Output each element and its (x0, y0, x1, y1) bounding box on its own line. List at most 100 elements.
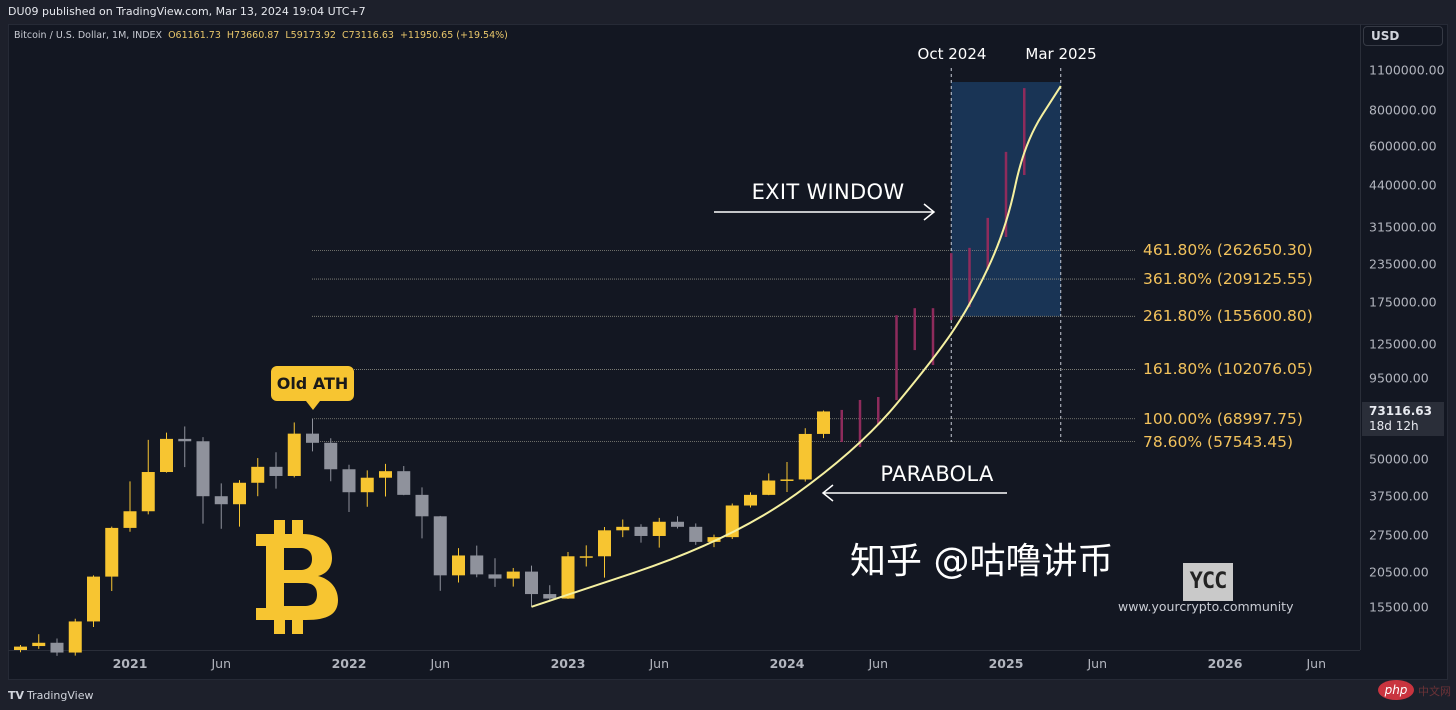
bar-countdown: 18d 12h (1369, 419, 1419, 433)
time-tick: Jun (649, 656, 670, 671)
price-tick: 20500.00 (1369, 564, 1429, 580)
parabola-arrow-icon (821, 484, 1007, 502)
last-price: 73116.63 (1369, 404, 1433, 418)
exit-window-arrow-icon (714, 203, 936, 221)
candle-body (543, 594, 557, 599)
candle-body (817, 411, 830, 434)
candle-body (433, 516, 447, 576)
price-tick: 800000.00 (1369, 102, 1437, 118)
candle-body (798, 433, 812, 480)
candle-body (251, 466, 265, 483)
ohlc-high: H73660.87 (226, 30, 280, 41)
tradingview-footer-label: TradingView (27, 689, 94, 702)
candle-body (470, 555, 484, 575)
candle-body (68, 621, 82, 653)
candle-body (397, 471, 411, 495)
candle-body (287, 433, 301, 476)
candle-body (652, 521, 666, 536)
candle-body (123, 511, 137, 528)
ohlc-open: O61161.73 (168, 30, 221, 41)
candle-body (452, 555, 465, 576)
candle-body (488, 574, 502, 579)
fib-level-label: 461.80% (262650.30) (1143, 241, 1313, 260)
php-logo-text: 中文网 (1418, 685, 1451, 698)
time-tick: 2023 (550, 656, 586, 671)
candle-body (160, 438, 173, 473)
tradingview-footer[interactable]: TV TradingView (8, 689, 94, 702)
price-tick: 50000.00 (1369, 451, 1429, 467)
price-tick: 27500.00 (1369, 527, 1429, 543)
window-end-label: Mar 2025 (1025, 45, 1097, 63)
ohlc-close: C73116.63 (341, 30, 394, 41)
symbol-legend: Bitcoin / U.S. Dollar, 1M, INDEX O61161.7… (14, 30, 508, 41)
candle-body (196, 441, 210, 497)
bitcoin-logo-icon (256, 520, 338, 634)
candle-body (50, 642, 64, 653)
price-tick: 37500.00 (1369, 488, 1429, 504)
candle-body (598, 530, 611, 557)
candle-body (415, 494, 429, 517)
price-tick: 95000.00 (1369, 370, 1429, 386)
zhihu-watermark: 知乎 @咕噜讲币 (850, 541, 1114, 582)
candle-body (762, 480, 776, 495)
candle-body (579, 556, 593, 558)
ycc-url: www.yourcrypto.community (1118, 599, 1294, 614)
publish-info: DU09 published on TradingView.com, Mar 1… (8, 5, 366, 18)
price-tick: 1100000.00 (1369, 62, 1445, 78)
candle-body (32, 642, 46, 647)
fib-level-label: 78.60% (57543.45) (1143, 432, 1294, 451)
candle-body (780, 479, 794, 481)
candle-body (360, 477, 374, 493)
candle-body (269, 466, 283, 476)
price-tick: 175000.00 (1369, 294, 1437, 310)
time-tick: Jun (211, 656, 232, 671)
candle-body (634, 526, 648, 536)
time-tick: 2021 (112, 656, 148, 671)
candle-body (707, 537, 721, 542)
window-start-label: Oct 2024 (917, 45, 987, 63)
candle-body (616, 526, 630, 531)
price-tick: 125000.00 (1369, 336, 1437, 352)
candle-body (141, 472, 155, 512)
parabola-label: PARABOLA (880, 462, 994, 486)
candle-body (379, 471, 392, 478)
fib-level-label: 161.80% (102076.05) (1143, 360, 1313, 379)
currency-button[interactable]: USD (1363, 26, 1443, 46)
symbol-name: Bitcoin / U.S. Dollar, 1M, INDEX (14, 30, 163, 41)
price-tick: 315000.00 (1369, 219, 1437, 235)
fib-level-label: 100.00% (68997.75) (1143, 409, 1303, 428)
candle-body (214, 496, 228, 505)
candle-body (342, 469, 356, 493)
price-tick: 235000.00 (1369, 256, 1437, 272)
time-tick: Jun (868, 656, 889, 671)
exit-window-label: EXIT WINDOW (751, 180, 905, 204)
ycc-logo: YCC (1183, 563, 1233, 601)
last-price-label: 73116.63 18d 12h (1362, 402, 1444, 436)
price-tick: 600000.00 (1369, 138, 1437, 154)
ohlc-low: L59173.92 (285, 30, 336, 41)
candle-body (105, 527, 119, 577)
time-tick: Jun (1306, 656, 1327, 671)
price-tick: 440000.00 (1369, 177, 1437, 193)
time-tick: Jun (430, 656, 451, 671)
fib-level-label: 261.80% (155600.80) (1143, 307, 1313, 326)
candle-body (561, 556, 575, 599)
time-tick: 2026 (1207, 656, 1243, 671)
candle-body (689, 526, 703, 542)
time-tick: 2025 (988, 656, 1024, 671)
candle-body (725, 505, 739, 538)
time-axis-divider (8, 650, 1360, 651)
candle-body (178, 438, 192, 442)
old-ath-callout: Old ATH (271, 366, 354, 410)
candle-body (233, 482, 246, 505)
fib-level-label: 361.80% (209125.55) (1143, 270, 1313, 289)
candle-body (506, 571, 520, 579)
ohlc-change: +11950.65 (+19.54%) (399, 30, 508, 41)
candle-body (525, 571, 538, 595)
tradingview-logo-icon: TV (8, 689, 25, 702)
time-tick: 2022 (331, 656, 367, 671)
candle-body (744, 494, 757, 506)
parabola-curve (531, 85, 1062, 608)
time-tick: Jun (1087, 656, 1108, 671)
